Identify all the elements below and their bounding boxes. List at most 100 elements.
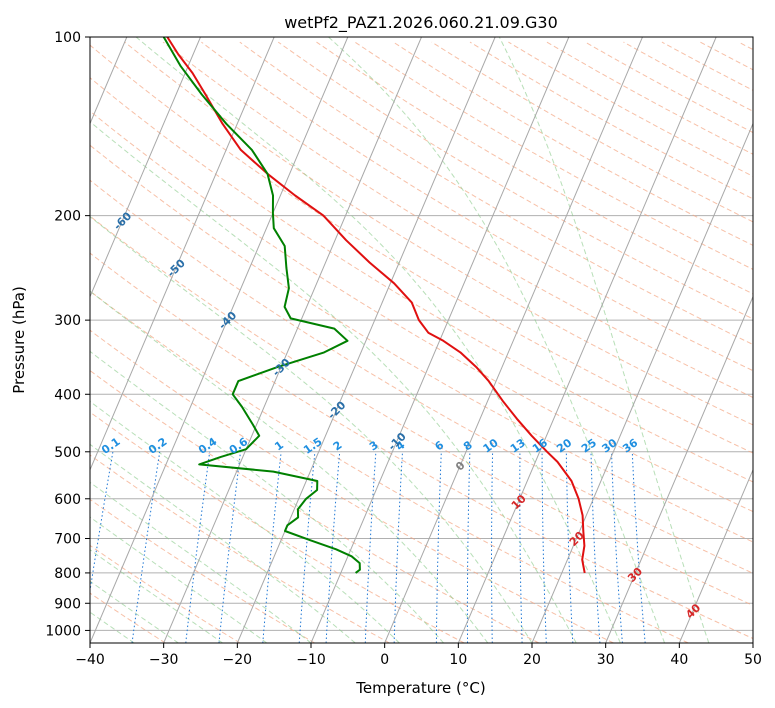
dry-adiabat xyxy=(124,41,753,426)
mixing-ratio-line xyxy=(466,451,471,643)
dry-adiabat xyxy=(431,41,753,223)
dry-adiabat xyxy=(661,41,753,91)
mixing-ratio-line xyxy=(393,451,403,643)
x-tick-label: −20 xyxy=(223,652,253,668)
mixing-ratio-line xyxy=(631,451,646,643)
moist-adiabat xyxy=(90,580,179,643)
plot-frame xyxy=(89,36,754,644)
dry-adiabat xyxy=(90,454,390,643)
mixing-ratio-label: 2 xyxy=(331,438,345,453)
dry-adiabat xyxy=(201,41,753,372)
mixing-ratio-line xyxy=(491,451,494,643)
isotherm-label: -20 xyxy=(325,398,348,421)
moist-adiabat xyxy=(90,350,444,643)
mixing-ratio-label: 3 xyxy=(367,438,381,453)
y-tick-label: 900 xyxy=(54,596,81,612)
mixing-ratio-line xyxy=(611,451,623,643)
skewed-isotherm xyxy=(605,295,753,643)
mixing-ratio-line xyxy=(131,451,161,643)
dry-adiabat xyxy=(90,592,166,643)
isotherm-label: -70 xyxy=(56,165,79,188)
moist-adiabat xyxy=(90,121,577,643)
moist-adiabat xyxy=(90,443,356,643)
dewpoint-profile-line xyxy=(162,37,361,574)
skewed-isotherm xyxy=(752,641,753,643)
mixing-ratio-label: 0.4 xyxy=(196,435,220,457)
skewed-isotherm xyxy=(90,37,349,643)
skewed-isotherm xyxy=(457,37,717,643)
y-tick-label: 100 xyxy=(54,30,81,46)
dry-adiabat xyxy=(90,544,241,643)
x-tick-label: 10 xyxy=(449,652,467,668)
dry-adiabat xyxy=(90,498,315,643)
dry-adiabat xyxy=(738,41,753,51)
mixing-ratio-label: 10 xyxy=(481,436,501,456)
mixing-ratio-label: 1 xyxy=(272,438,286,453)
x-tick-label: −30 xyxy=(149,652,179,668)
dry-adiabat xyxy=(354,41,753,270)
mixing-ratio-line xyxy=(590,451,601,643)
x-tick-label: 20 xyxy=(523,652,541,668)
mixing-ratio-label: 8 xyxy=(461,438,475,453)
mixing-ratio-label: 0.2 xyxy=(146,435,169,457)
isotherm-label: 10 xyxy=(509,492,529,512)
x-tick-label: −10 xyxy=(296,652,326,668)
skewed-isotherm xyxy=(384,37,643,643)
isotherm-label: -60 xyxy=(111,209,134,232)
moist-adiabat xyxy=(90,290,489,643)
mixing-ratio-line xyxy=(185,451,211,643)
y-tick-label: 600 xyxy=(54,492,81,508)
x-tick-label: 40 xyxy=(670,652,688,668)
dry-adiabat xyxy=(90,411,465,643)
mixing-ratio-line xyxy=(364,451,377,643)
mixing-ratio-label: 6 xyxy=(432,438,446,453)
isotherm-label: -30 xyxy=(270,356,293,379)
x-tick-label: 30 xyxy=(597,652,615,668)
x-tick-label: 0 xyxy=(380,652,389,668)
mixing-ratio-line xyxy=(218,451,241,643)
dry-adiabat xyxy=(90,110,753,513)
dry-adiabat xyxy=(546,41,753,155)
isotherm-label: 30 xyxy=(625,565,645,585)
moist-adiabat xyxy=(90,481,312,643)
skewed-isotherm xyxy=(90,37,275,472)
dry-adiabat xyxy=(469,41,753,200)
skewed-isotherm xyxy=(236,37,496,643)
dry-adiabat xyxy=(90,179,753,574)
y-tick-label: 500 xyxy=(54,445,81,461)
mixing-ratio-label: 30 xyxy=(599,436,619,456)
y-axis-label: Pressure (hPa) xyxy=(10,286,28,394)
moist-adiabat xyxy=(90,516,268,643)
dry-adiabat xyxy=(700,41,753,71)
y-tick-label: 200 xyxy=(54,209,81,225)
mixing-ratio-line xyxy=(519,451,523,643)
y-tick-label: 300 xyxy=(54,313,81,329)
dry-adiabat xyxy=(90,252,753,640)
dry-adiabat xyxy=(90,329,614,643)
isotherm-label: 0 xyxy=(453,459,468,474)
dry-adiabat xyxy=(90,290,689,643)
moist-adiabat xyxy=(90,215,533,643)
skewed-isotherm xyxy=(90,37,201,298)
dry-adiabat xyxy=(162,41,753,399)
moist-adiabat xyxy=(90,400,400,643)
dry-adiabat xyxy=(90,144,753,543)
y-tick-label: 400 xyxy=(54,387,81,403)
mixing-ratio-line xyxy=(262,451,282,643)
dry-adiabat xyxy=(90,215,753,606)
mixing-ratio-line xyxy=(325,451,341,643)
mixing-ratio-line xyxy=(90,451,114,594)
chart-title: wetPf2_PAZ1.2026.060.21.09.G30 xyxy=(284,13,558,33)
temperature-profile-line xyxy=(166,37,586,574)
x-axis-label: Temperature (°C) xyxy=(355,679,485,697)
dry-adiabat xyxy=(316,41,753,295)
y-tick-label: 700 xyxy=(54,532,81,548)
dry-adiabat xyxy=(90,369,540,643)
y-tick-label: 1000 xyxy=(45,623,81,639)
dry-adiabat xyxy=(90,44,753,454)
skewed-isotherm xyxy=(678,468,753,643)
isotherm-label: -50 xyxy=(165,256,188,279)
moist-adiabat xyxy=(135,37,621,643)
